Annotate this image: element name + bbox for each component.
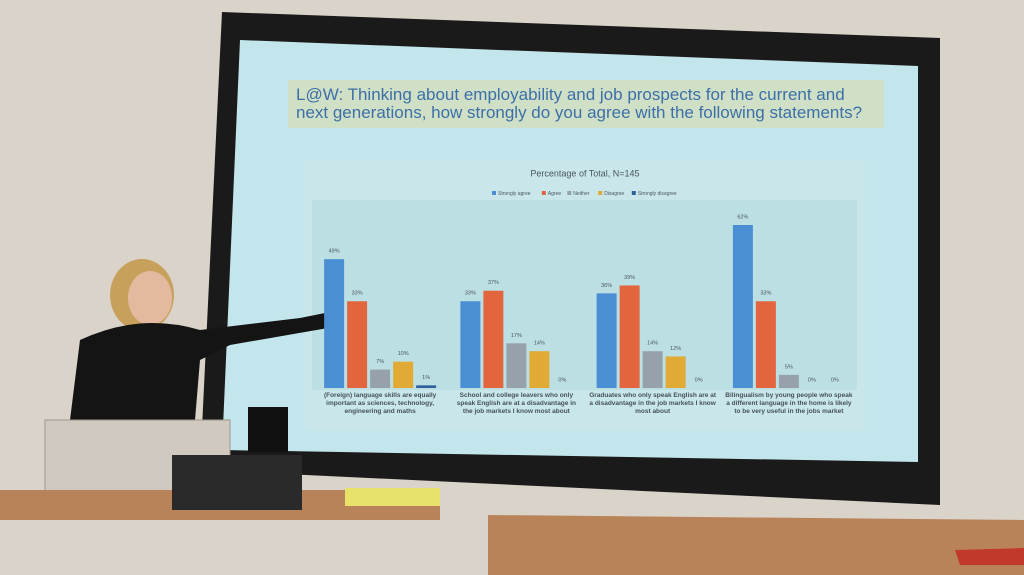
- value-label: 37%: [488, 280, 499, 286]
- papers: [345, 488, 440, 506]
- value-label: 12%: [670, 346, 681, 352]
- legend-swatch: [631, 191, 636, 195]
- value-label: 36%: [601, 283, 612, 289]
- legend-label: Strongly agree: [498, 191, 531, 197]
- slide-title: L@W: Thinking about employability and jo…: [288, 80, 884, 128]
- chart-subtitle: Percentage of Total, N=145: [530, 168, 639, 178]
- x-tick-label: School and college leavers who only spea…: [456, 392, 576, 415]
- bar: [755, 301, 776, 388]
- legend-label: Strongly disagree: [638, 191, 677, 197]
- bar: [778, 374, 799, 388]
- value-label: 33%: [465, 291, 476, 297]
- value-label: 7%: [376, 359, 384, 365]
- legend-label: Neither: [573, 191, 589, 197]
- value-label: 62%: [737, 214, 748, 220]
- bar: [460, 301, 481, 388]
- x-tick-label: Bilingualism by young people who speak a…: [725, 392, 853, 415]
- bar: [370, 369, 391, 388]
- value-label: 10%: [398, 351, 409, 357]
- bar: [324, 259, 345, 388]
- legend-swatch: [598, 191, 603, 195]
- legend-label: Agree: [548, 191, 562, 197]
- value-label: 0%: [695, 377, 703, 383]
- presenter-body: [70, 312, 330, 420]
- value-label: 0%: [558, 377, 566, 383]
- value-label: 39%: [624, 275, 635, 281]
- value-label: 33%: [760, 291, 771, 297]
- bar: [506, 343, 527, 388]
- value-label: 33%: [352, 291, 363, 297]
- x-tick-label: Graduates who only speak English are at …: [589, 392, 717, 415]
- bar: [665, 356, 686, 388]
- speaker: [248, 407, 288, 452]
- bar: [732, 225, 753, 388]
- bar: [596, 293, 617, 388]
- legend-swatch: [567, 191, 572, 195]
- value-label: 14%: [534, 341, 545, 347]
- presenter-face: [128, 271, 172, 325]
- value-label: 5%: [785, 364, 793, 370]
- x-tick-label: (Foreign) language skills are equally im…: [323, 392, 437, 415]
- table: [488, 515, 1024, 575]
- bar: [416, 385, 437, 388]
- legend-label: Disagree: [604, 191, 624, 197]
- legend-swatch: [492, 191, 496, 195]
- value-label: 0%: [808, 377, 816, 383]
- bar: [393, 361, 414, 388]
- value-label: 14%: [647, 341, 658, 347]
- bar: [347, 301, 368, 388]
- bar: [483, 290, 504, 388]
- bar: [619, 285, 640, 388]
- value-label: 17%: [511, 333, 522, 339]
- book: [955, 548, 1024, 565]
- bar: [642, 351, 663, 388]
- legend-swatch: [541, 191, 546, 195]
- equipment: [172, 455, 302, 510]
- value-label: 49%: [329, 249, 340, 255]
- bar: [529, 351, 550, 388]
- value-label: 0%: [831, 377, 839, 383]
- value-label: 1%: [422, 375, 430, 381]
